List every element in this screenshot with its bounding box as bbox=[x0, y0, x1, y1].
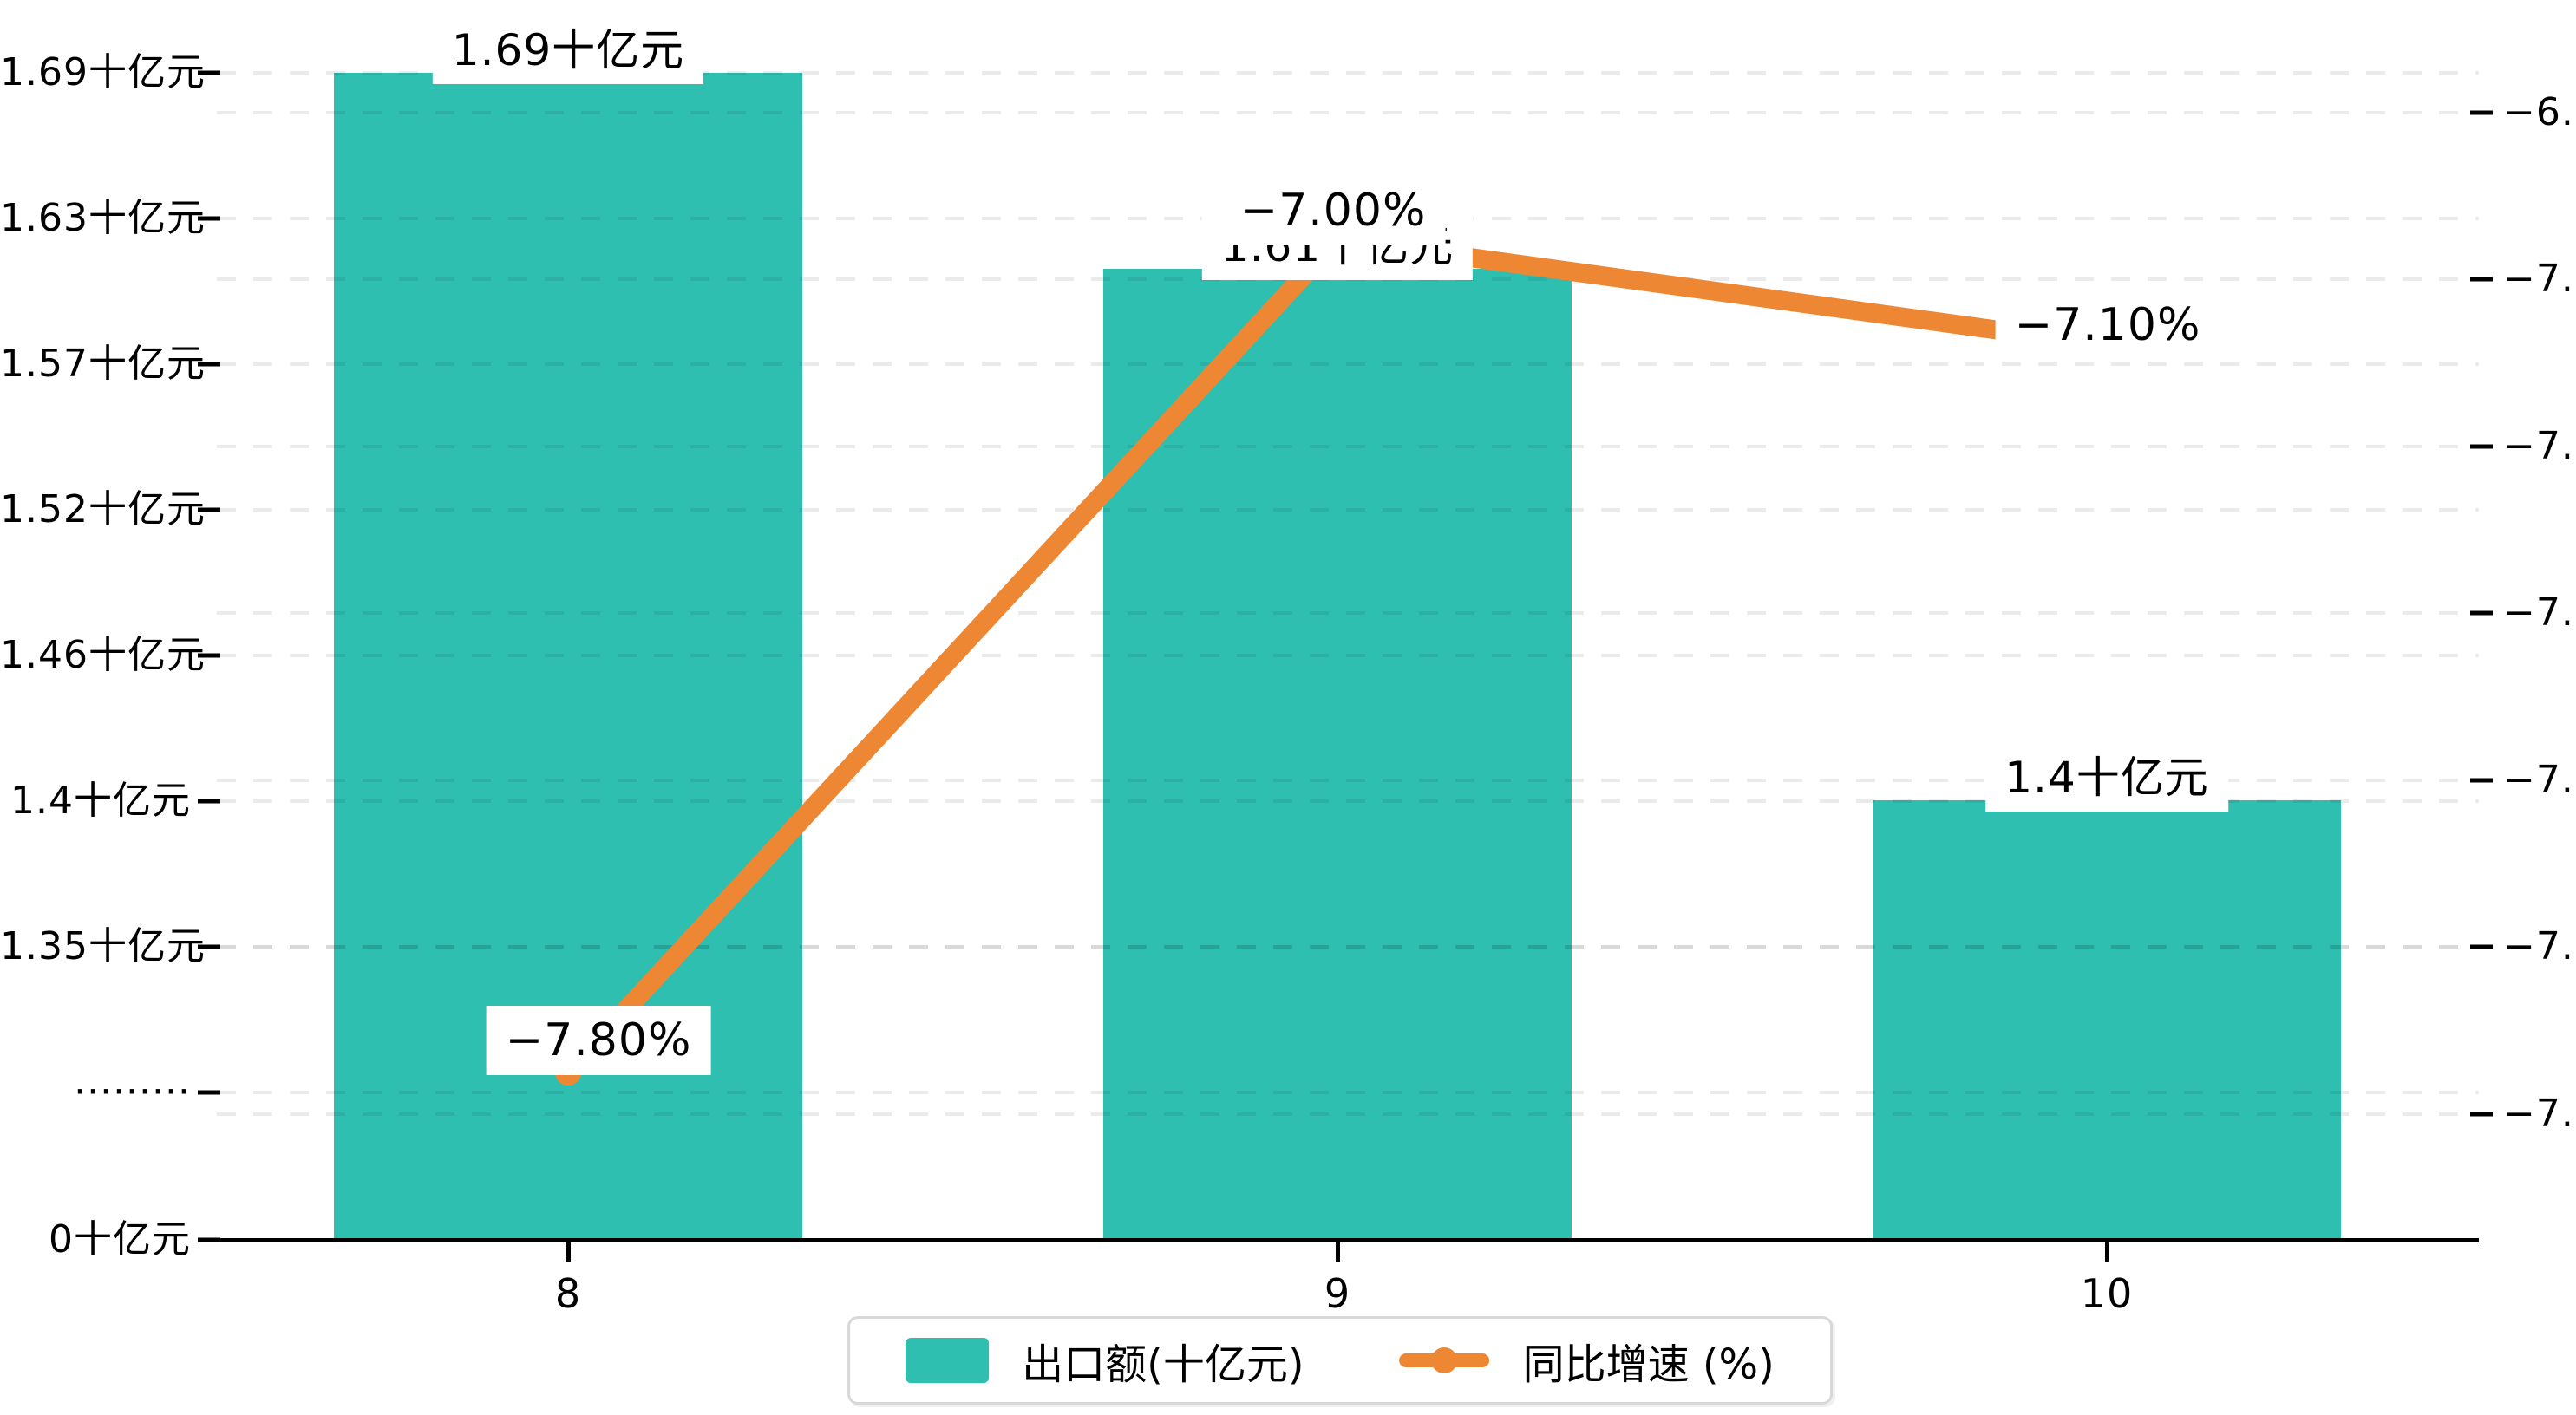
bar-value-label: 1.4十亿元 bbox=[1985, 744, 2228, 812]
line-value-label: −7.00% bbox=[1220, 176, 1446, 245]
line-value-label: −7.80% bbox=[486, 1006, 711, 1075]
gridline bbox=[217, 654, 2479, 657]
gridline bbox=[217, 1112, 2479, 1116]
legend: 出口额(十亿元) 同比增速 (%) bbox=[847, 1316, 1833, 1405]
y-axis-left-tick-mark bbox=[198, 507, 220, 512]
bar-value-label: 1.69十亿元 bbox=[432, 16, 704, 84]
y-axis-right-tick-mark bbox=[2470, 277, 2493, 282]
legend-item-export-bar[interactable]: 出口额(十亿元) bbox=[906, 1330, 1304, 1391]
x-axis-tick-label: 8 bbox=[554, 1270, 582, 1317]
y-axis-right-tick-label: −6.88 bbox=[2503, 90, 2576, 134]
y-axis-left-tick-mark bbox=[198, 944, 220, 949]
gridline bbox=[217, 111, 2479, 114]
y-axis-left-tick-label: 1.4十亿元 bbox=[10, 779, 191, 823]
y-axis-right-tick-label: −7.36 bbox=[2503, 590, 2576, 635]
y-axis-left-tick-mark bbox=[198, 216, 220, 221]
y-axis-left-tick-label: 1.46十亿元 bbox=[0, 633, 206, 677]
y-axis-left-tick-mark bbox=[198, 362, 220, 367]
gridline bbox=[217, 71, 2479, 75]
gridline bbox=[217, 508, 2479, 512]
y-axis-right-tick-mark bbox=[2470, 778, 2493, 783]
legend-label-growth: 同比增速 (%) bbox=[1522, 1340, 1775, 1389]
x-axis-tick-mark bbox=[566, 1242, 571, 1262]
gridline bbox=[217, 945, 2479, 949]
y-axis-left-tick-mark bbox=[198, 1237, 220, 1242]
y-axis-left-tick-mark bbox=[198, 799, 220, 804]
line-value-label: −7.10% bbox=[1995, 290, 2220, 360]
y-axis-left-tick-label: 1.57十亿元 bbox=[0, 342, 206, 386]
y-axis-right-tick-label: −7.68 bbox=[2503, 924, 2576, 968]
x-axis-tick-mark bbox=[2105, 1242, 2109, 1262]
y-axis-right-tick-label: −7.84 bbox=[2503, 1092, 2576, 1136]
x-axis-tick-label: 10 bbox=[2080, 1270, 2134, 1317]
y-axis-left-tick-label: 1.35十亿元 bbox=[0, 924, 206, 968]
gridline bbox=[217, 1091, 2479, 1094]
x-axis-tick-mark bbox=[1336, 1242, 1340, 1262]
bar-month-10 bbox=[1873, 800, 2341, 1240]
y-axis-left-tick-label: 1.63十亿元 bbox=[0, 196, 206, 240]
y-axis-left-tick-label: 0十亿元 bbox=[49, 1217, 191, 1262]
gridline bbox=[217, 799, 2479, 803]
line-series-marker-icon bbox=[1399, 1338, 1490, 1383]
y-axis-left-tick-label: 1.69十亿元 bbox=[0, 50, 206, 95]
legend-label-export: 出口额(十亿元) bbox=[1022, 1340, 1304, 1389]
y-axis-right-tick-label: −7.52 bbox=[2503, 758, 2576, 802]
x-axis-line bbox=[215, 1238, 2479, 1242]
y-axis-right-tick-mark bbox=[2470, 944, 2493, 949]
y-axis-right-tick-mark bbox=[2470, 610, 2493, 616]
y-axis-left-tick-mark bbox=[198, 653, 220, 658]
gridline bbox=[217, 945, 2479, 949]
y-axis-left-tick-mark bbox=[198, 70, 220, 75]
y-axis-right-tick-mark bbox=[2470, 444, 2493, 449]
y-axis-right-tick-label: −7.04 bbox=[2503, 257, 2576, 301]
y-axis-right-tick-mark bbox=[2470, 1112, 2493, 1117]
y-axis-right-tick-label: −7.20 bbox=[2503, 424, 2576, 468]
y-axis-left-tick-label: 1.52十亿元 bbox=[0, 487, 206, 531]
y-axis-left-tick-mark bbox=[198, 1090, 220, 1095]
gridline bbox=[217, 445, 2479, 448]
gridline bbox=[217, 779, 2479, 782]
y-axis-left-tick-label: ········· bbox=[74, 1070, 191, 1114]
x-axis-tick-label: 9 bbox=[1324, 1270, 1351, 1317]
bar-month-9 bbox=[1103, 269, 1572, 1240]
bar-series-swatch-icon bbox=[906, 1338, 990, 1383]
gridline bbox=[217, 362, 2479, 366]
gridline bbox=[217, 611, 2479, 615]
legend-item-growth-line[interactable]: 同比增速 (%) bbox=[1399, 1330, 1775, 1391]
y-axis-right-tick-mark bbox=[2470, 110, 2493, 115]
